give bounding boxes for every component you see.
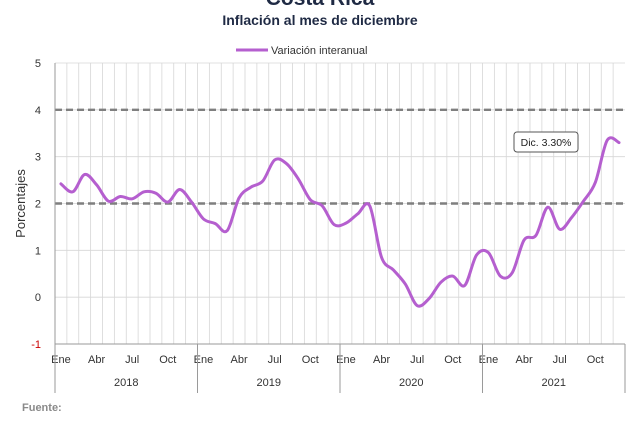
data-point	[321, 205, 323, 207]
x-tick-label: Ene	[194, 354, 214, 366]
x-year-label: 2021	[542, 377, 566, 389]
x-tick-label: Abr	[516, 354, 533, 366]
y-tick-label: 1	[35, 245, 41, 257]
data-point	[131, 198, 133, 200]
data-point	[570, 216, 572, 218]
data-point	[452, 275, 454, 277]
x-tick-label: Abr	[373, 354, 390, 366]
data-point	[380, 256, 382, 258]
x-tick-label: Jul	[410, 354, 424, 366]
y-tick-label: 4	[35, 105, 41, 117]
x-tick-label: Oct	[302, 354, 319, 366]
data-point	[238, 197, 240, 199]
data-point	[214, 222, 216, 224]
data-point	[297, 178, 299, 180]
annotation: Dic. 3.30%	[513, 131, 579, 153]
data-point	[523, 239, 525, 241]
data-point	[202, 218, 204, 220]
data-point	[499, 275, 501, 277]
data-point	[404, 283, 406, 285]
x-tick-label: Abr	[231, 354, 248, 366]
data-point	[618, 141, 620, 143]
data-point	[392, 269, 394, 271]
data-point	[309, 199, 311, 201]
x-year-label: 2018	[114, 377, 138, 389]
data-point	[440, 281, 442, 283]
chart-subtitle: Inflación al mes de diciembre	[222, 12, 418, 28]
data-point	[606, 139, 608, 141]
data-point	[285, 162, 287, 164]
x-tick-label: Oct	[444, 354, 461, 366]
x-year-label: 2020	[399, 377, 423, 389]
x-year-label: 2019	[257, 377, 281, 389]
data-point	[143, 191, 145, 193]
x-tick-label: Jul	[125, 354, 139, 366]
data-point	[345, 222, 347, 224]
data-point	[547, 206, 549, 208]
data-point	[95, 184, 97, 186]
data-point	[190, 201, 192, 203]
data-point	[262, 180, 264, 182]
data-point	[226, 229, 228, 231]
data-point	[178, 188, 180, 190]
legend-label: Variación interanual	[271, 45, 367, 57]
data-point	[594, 181, 596, 183]
axes: -1 0 1 2 3 4 5 Porcentajes Ene Abr Jul Oct Ene Abr Jul…	[13, 58, 626, 393]
x-tick-label: Ene	[336, 354, 356, 366]
data-point	[428, 297, 430, 299]
data-point	[72, 191, 74, 193]
x-tick-label: Oct	[159, 354, 176, 366]
data-point	[83, 173, 85, 175]
data-point	[250, 186, 252, 188]
reference-lines	[55, 108, 625, 205]
data-point	[333, 223, 335, 225]
data-point	[487, 251, 489, 253]
data-point	[155, 192, 157, 194]
y-tick-label: 0	[35, 292, 41, 304]
y-axis-label: Porcentajes	[13, 169, 28, 238]
legend: Variación interanual	[236, 45, 367, 57]
data-point	[475, 254, 477, 256]
data-point	[416, 304, 418, 306]
x-tick-label: Abr	[88, 354, 105, 366]
annotation-label: Dic. 3.30%	[521, 137, 572, 149]
y-tick-label: -1	[31, 339, 41, 351]
x-tick-label: Jul	[268, 354, 282, 366]
series-layer	[59, 136, 621, 308]
x-tick-label: Oct	[587, 354, 604, 366]
y-tick-label: 3	[35, 152, 41, 164]
data-point	[511, 272, 513, 274]
data-point	[582, 200, 584, 202]
data-point	[119, 195, 121, 197]
y-tick-label: 5	[35, 58, 41, 70]
annotation-box	[513, 131, 579, 153]
data-point	[60, 183, 62, 185]
x-tick-label: Ene	[51, 354, 71, 366]
series-line	[59, 136, 621, 308]
x-tick-label: Jul	[553, 354, 567, 366]
data-point	[107, 200, 109, 202]
x-tick-label: Ene	[479, 354, 499, 366]
data-point	[273, 159, 275, 161]
data-point	[357, 213, 359, 215]
data-point	[535, 234, 537, 236]
data-point	[167, 201, 169, 203]
y-tick-label: 2	[35, 199, 41, 211]
data-point	[368, 205, 370, 207]
source-label: Fuente:	[22, 402, 62, 414]
page-title: Costa Rica	[0, 0, 640, 11]
data-point	[558, 228, 560, 230]
data-point	[463, 284, 465, 286]
